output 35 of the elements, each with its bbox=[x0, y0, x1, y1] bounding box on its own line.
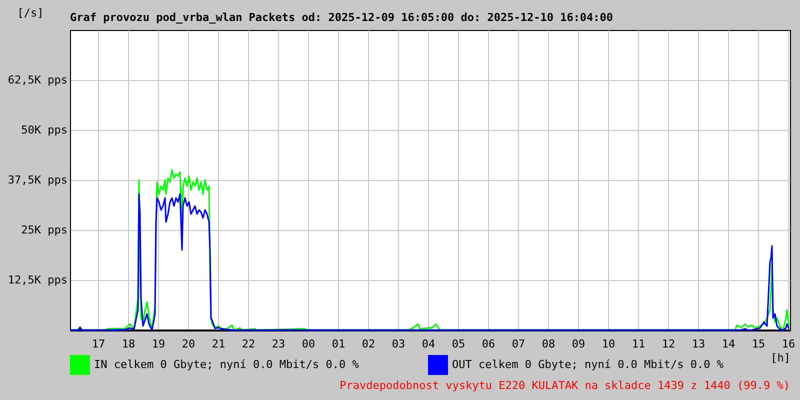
y-tick-label: 25K pps bbox=[21, 224, 68, 236]
x-tick-label: 19 bbox=[152, 338, 166, 350]
x-tick-label: 01 bbox=[332, 338, 346, 350]
x-tick-label: 17 bbox=[92, 338, 106, 350]
x-tick-label: 16 bbox=[782, 338, 796, 350]
x-tick-label: 12 bbox=[662, 338, 676, 350]
legend-label: IN celkem 0 Gbyte; nyní 0.0 Mbit/s 0.0 % bbox=[94, 358, 360, 371]
x-axis-title: [h] bbox=[770, 352, 790, 364]
x-tick-label: 14 bbox=[722, 338, 736, 350]
x-tick-label: 23 bbox=[272, 338, 286, 350]
x-tick-label: 05 bbox=[452, 338, 466, 350]
x-tick-label: 20 bbox=[182, 338, 196, 350]
y-tick-label: 37,5K pps bbox=[8, 174, 68, 186]
legend-label: OUT celkem 0 Gbyte; nyní 0.0 Mbit/s 0.0 % bbox=[452, 358, 724, 371]
x-tick-label: 13 bbox=[692, 338, 706, 350]
y-tick-label: 50K pps bbox=[21, 124, 68, 136]
y-tick-label: 12,5K pps bbox=[8, 274, 68, 286]
text: Pravdepodobnost vyskytu E220 KULATAK na skladce 1439 z 1440 (99.9 %) bbox=[340, 379, 790, 392]
x-tick-label: 09 bbox=[572, 338, 586, 350]
x-tick-label: 04 bbox=[422, 338, 436, 350]
x-tick-label: 22 bbox=[242, 338, 256, 350]
x-tick-label: 18 bbox=[122, 338, 136, 350]
x-tick-label: 15 bbox=[752, 338, 766, 350]
x-tick-label: 02 bbox=[362, 338, 376, 350]
x-tick-label: 06 bbox=[482, 338, 496, 350]
x-tick-label: 08 bbox=[542, 338, 556, 350]
chart-title: Graf provozu pod_vrba_wlan Packets od: 2025-12-09 16:05:00 do: 2025-12-10 16:04:00 bbox=[70, 11, 614, 24]
x-tick-label: 00 bbox=[302, 338, 316, 350]
x-tick-label: 11 bbox=[632, 338, 646, 350]
x-tick-label: 03 bbox=[392, 338, 406, 350]
y-tick-label: 62,5K pps bbox=[8, 74, 68, 86]
y-axis-title: [/s] bbox=[17, 6, 44, 20]
x-tick-label: 21 bbox=[212, 338, 226, 350]
x-tick-label: 10 bbox=[602, 338, 616, 350]
x-tick-label: 07 bbox=[512, 338, 526, 350]
